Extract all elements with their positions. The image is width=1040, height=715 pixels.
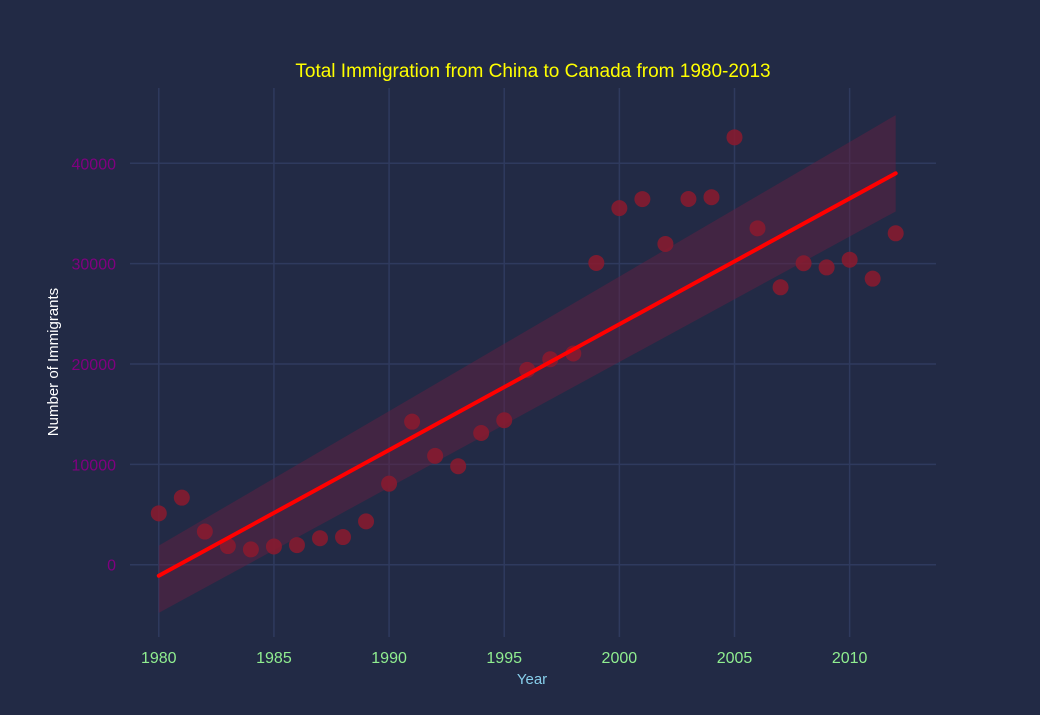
data-point <box>726 129 743 146</box>
data-point <box>795 255 812 272</box>
y-tick-label: 30000 <box>72 257 117 274</box>
data-point <box>496 412 513 429</box>
y-tick-label: 0 <box>107 558 116 575</box>
grid-layer <box>130 88 936 637</box>
x-tick-label: 2000 <box>602 650 638 667</box>
tick-labels-layer: 1980 1985 1990 1995 2000 2005 2010 0 10000 20000 3… <box>72 156 868 667</box>
data-point <box>818 259 835 276</box>
regression-line-layer <box>156 171 898 578</box>
regression-line <box>156 171 898 578</box>
x-tick-label: 1990 <box>371 650 407 667</box>
data-point <box>150 505 167 522</box>
data-point <box>196 523 213 540</box>
data-points-layer <box>150 129 904 558</box>
data-point <box>657 235 674 252</box>
y-tick-label: 20000 <box>72 357 117 374</box>
data-point <box>864 270 881 287</box>
data-point <box>634 191 651 208</box>
data-point <box>242 541 259 558</box>
data-point <box>381 475 398 492</box>
y-tick-label: 10000 <box>72 457 117 474</box>
data-point <box>749 220 766 237</box>
x-tick-label: 1980 <box>141 650 177 667</box>
data-point <box>887 225 904 242</box>
data-point <box>450 458 467 475</box>
x-tick-label: 2005 <box>717 650 753 667</box>
data-point <box>841 251 858 268</box>
data-point <box>427 447 444 464</box>
data-point <box>772 279 789 296</box>
x-axis-label: Year <box>517 671 547 688</box>
x-tick-label: 1985 <box>256 650 292 667</box>
data-point <box>173 489 190 506</box>
data-point <box>311 530 328 547</box>
x-tick-label: 2010 <box>832 650 868 667</box>
x-tick-label: 1995 <box>486 650 522 667</box>
data-point <box>680 191 697 208</box>
data-point <box>358 513 375 530</box>
data-point <box>611 200 628 217</box>
y-axis-label: Number of Immigrants <box>45 288 62 436</box>
data-point <box>288 537 305 554</box>
data-point <box>473 424 490 441</box>
data-point <box>588 254 605 271</box>
data-point <box>265 538 282 555</box>
data-point <box>404 413 421 430</box>
chart-title: Total Immigration from China to Canada f… <box>295 61 770 82</box>
data-point <box>335 529 352 546</box>
data-point <box>703 189 720 206</box>
y-tick-label: 40000 <box>72 156 117 173</box>
